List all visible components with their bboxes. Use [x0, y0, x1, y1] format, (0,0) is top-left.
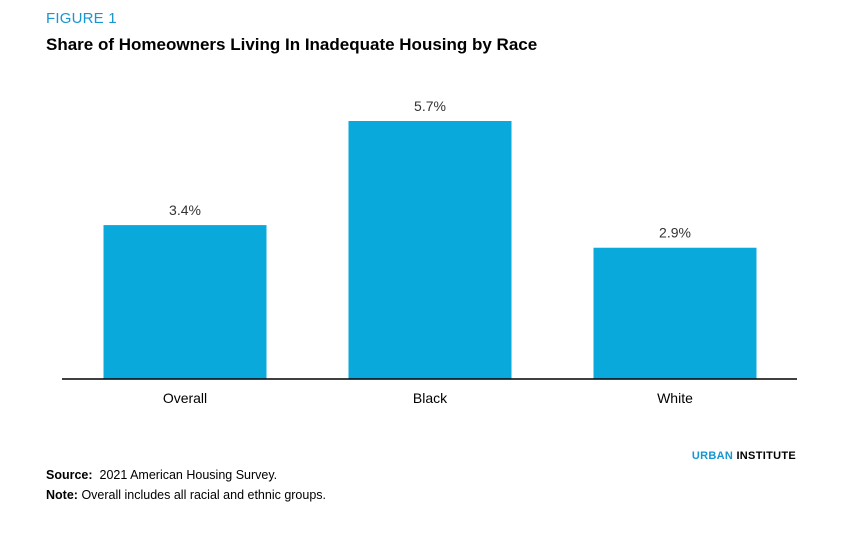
note-text: Overall includes all racial and ethnic g…: [81, 488, 327, 502]
x-tick-label-white: White: [657, 390, 693, 406]
source-label: Source:: [46, 468, 93, 482]
x-tick-label-overall: Overall: [163, 390, 207, 406]
brand-word-urban: URBAN: [691, 450, 734, 462]
data-label-black: 5.7%: [414, 98, 446, 114]
brand-logo: URBAN INSTITUTE: [692, 450, 796, 462]
source-text: 2021 American Housing Survey.: [99, 468, 278, 482]
bar-chart: 3.4% Overall 5.7% Black 2.9% White: [62, 98, 797, 406]
data-label-overall: 3.4%: [169, 202, 201, 218]
footnote: Note: Overall includes all racial and et…: [46, 488, 326, 502]
bar-black: [348, 121, 512, 379]
figure-label: FIGURE 1: [46, 10, 117, 27]
brand-word-institute: INSTITUTE: [736, 450, 796, 462]
chart-title: Share of Homeowners Living In Inadequate…: [46, 35, 538, 54]
data-label-white: 2.9%: [659, 225, 691, 241]
bar-overall: [103, 225, 267, 379]
note-label: Note:: [46, 488, 78, 502]
bar-white: [593, 247, 757, 379]
source-note: Source: 2021 American Housing Survey.: [46, 468, 277, 482]
x-tick-label-black: Black: [413, 390, 448, 406]
